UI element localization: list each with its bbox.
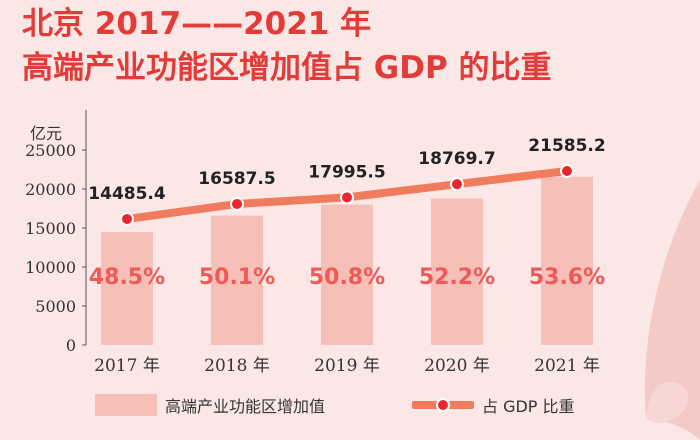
legend-bar-swatch (95, 394, 157, 416)
chart-title-line-2: 高端产业功能区增加值占 GDP 的比重 (22, 50, 552, 86)
y-tick-label: 10000 (25, 258, 76, 277)
x-category-label: 2017 年 (94, 356, 160, 376)
legend-bar-label: 高端产业功能区增加值 (165, 397, 326, 416)
bar-value-label: 16587.5 (198, 169, 275, 189)
percent-label: 52.2% (419, 265, 495, 290)
bar-value-label: 18769.7 (418, 149, 495, 169)
bar (541, 176, 593, 345)
ratio-marker (450, 177, 464, 192)
legend-item-bar: 高端产业功能区增加值 (95, 392, 325, 418)
page-curl-decoration (644, 180, 700, 440)
ratio-marker (230, 196, 244, 211)
bar (101, 232, 153, 345)
legend-line-label: 占 GDP 比重 (482, 397, 575, 416)
y-tick-label: 5000 (35, 297, 76, 316)
y-tick-label: 25000 (25, 141, 76, 160)
bar (321, 204, 373, 345)
x-category-label: 2021 年 (534, 356, 600, 376)
legend-line-swatch (412, 394, 474, 416)
ratio-marker (340, 190, 354, 205)
x-category-label: 2018 年 (204, 356, 270, 376)
x-category-label: 2019 年 (314, 356, 380, 376)
ratio-marker (560, 164, 574, 178)
y-tick-label: 15000 (25, 219, 76, 238)
y-axis-unit-label: 亿元 (30, 124, 63, 143)
percent-label: 50.1% (199, 265, 275, 290)
bar (211, 215, 263, 345)
bar-value-label: 21585.2 (528, 136, 605, 156)
percent-labels: 48.5% 50.1% 50.8% 52.2% 53.6% (89, 265, 605, 290)
bar-value-labels: 14485.4 16587.5 17995.5 18769.7 21585.2 (88, 136, 605, 204)
chart-title-line-1: 北京 2017——2021 年 (22, 6, 372, 42)
percent-label: 53.6% (529, 265, 605, 290)
legend-item-line: 占 GDP 比重 (412, 392, 575, 418)
bar-value-label: 17995.5 (308, 162, 385, 182)
bar-value-label: 14485.4 (88, 184, 166, 204)
ratio-line (120, 164, 574, 226)
y-tick-label: 20000 (25, 180, 76, 199)
percent-label: 50.8% (309, 265, 385, 290)
x-category-label: 2020 年 (424, 356, 490, 376)
y-axis: 0 5000 10000 15000 20000 25000 (25, 110, 87, 355)
ratio-marker (120, 212, 134, 226)
y-tick-label: 0 (66, 336, 76, 355)
percent-label: 48.5% (89, 265, 165, 290)
bar (431, 198, 483, 345)
x-axis-labels: 2017 年 2018 年 2019 年 2020 年 2021 年 (94, 356, 600, 376)
bars (101, 176, 593, 345)
